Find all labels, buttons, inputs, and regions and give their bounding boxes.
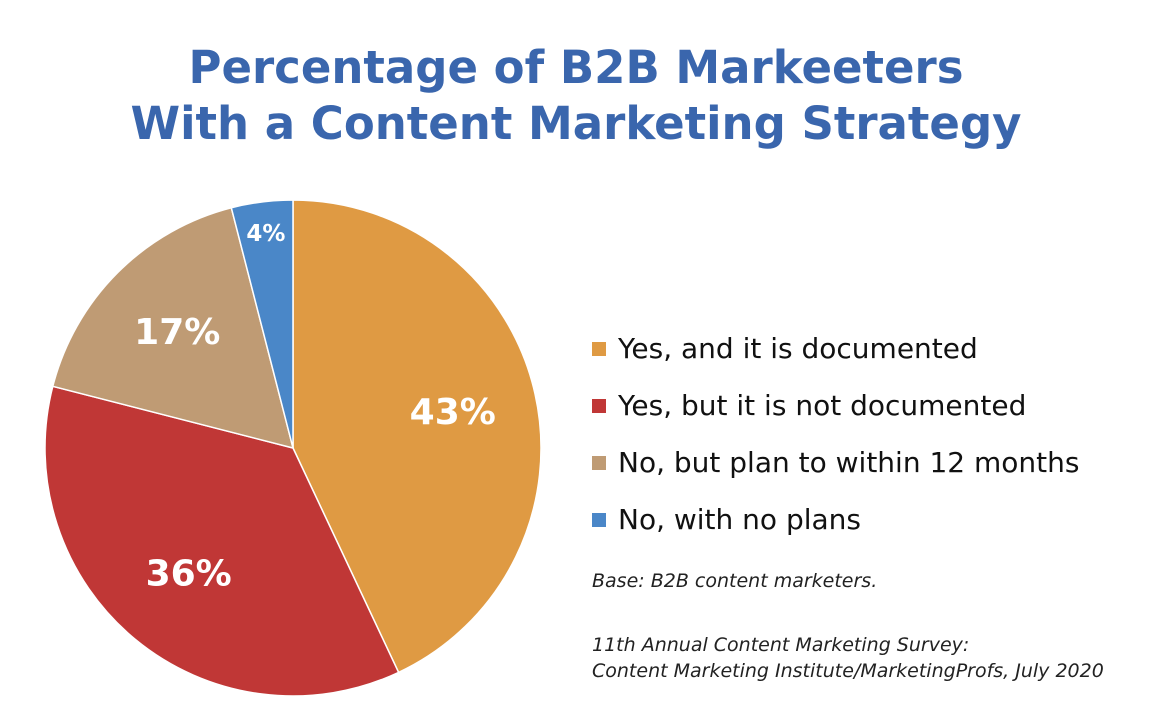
legend-label-not-documented: Yes, but it is not documented [618,389,1027,422]
chart-title-line-2: With a Content Marketing Strategy [130,97,1022,150]
legend-item-documented: Yes, and it is documented [592,320,1079,377]
pie-slice-no-plans [230,199,294,449]
slice-label-plan-12-months: 17% [134,312,220,353]
legend: Yes, and it is documented Yes, but it is… [592,320,1079,548]
legend-label-no-plans: No, with no plans [618,503,862,536]
pie-slice-not-documented [44,385,400,697]
legend-swatch-plan-12-months [592,455,606,470]
legend-swatch-documented [592,341,606,356]
pie-chart: 43% 36% 17% 4% [44,199,542,697]
source-note-line-1: 11th Annual Content Marketing Survey: [592,634,970,656]
pie-slice-documented [292,199,542,674]
legend-label-plan-12-months: No, but plan to within 12 months [618,446,1080,479]
legend-label-documented: Yes, and it is documented [618,332,978,365]
pie-slice-plan-12-months [51,206,295,450]
slice-label-documented: 43% [410,392,496,433]
slice-label-not-documented: 36% [146,554,232,595]
legend-item-no-plans: No, with no plans [592,491,1079,548]
legend-swatch-not-documented [592,398,606,413]
legend-item-plan-12-months: No, but plan to within 12 months [592,434,1079,491]
base-note: Base: B2B content marketers. [592,570,878,592]
legend-item-not-documented: Yes, but it is not documented [592,377,1079,434]
chart-title-line-1: Percentage of B2B Markeeters [188,41,964,94]
legend-swatch-no-plans [592,512,606,527]
slice-label-no-plans: 4% [246,221,285,247]
chart-title: Percentage of B2B Markeeters With a Cont… [0,40,1152,152]
source-note-line-2: Content Marketing Institute/MarketingPro… [592,660,1104,682]
source-note: 11th Annual Content Marketing Survey: Co… [592,632,1104,684]
